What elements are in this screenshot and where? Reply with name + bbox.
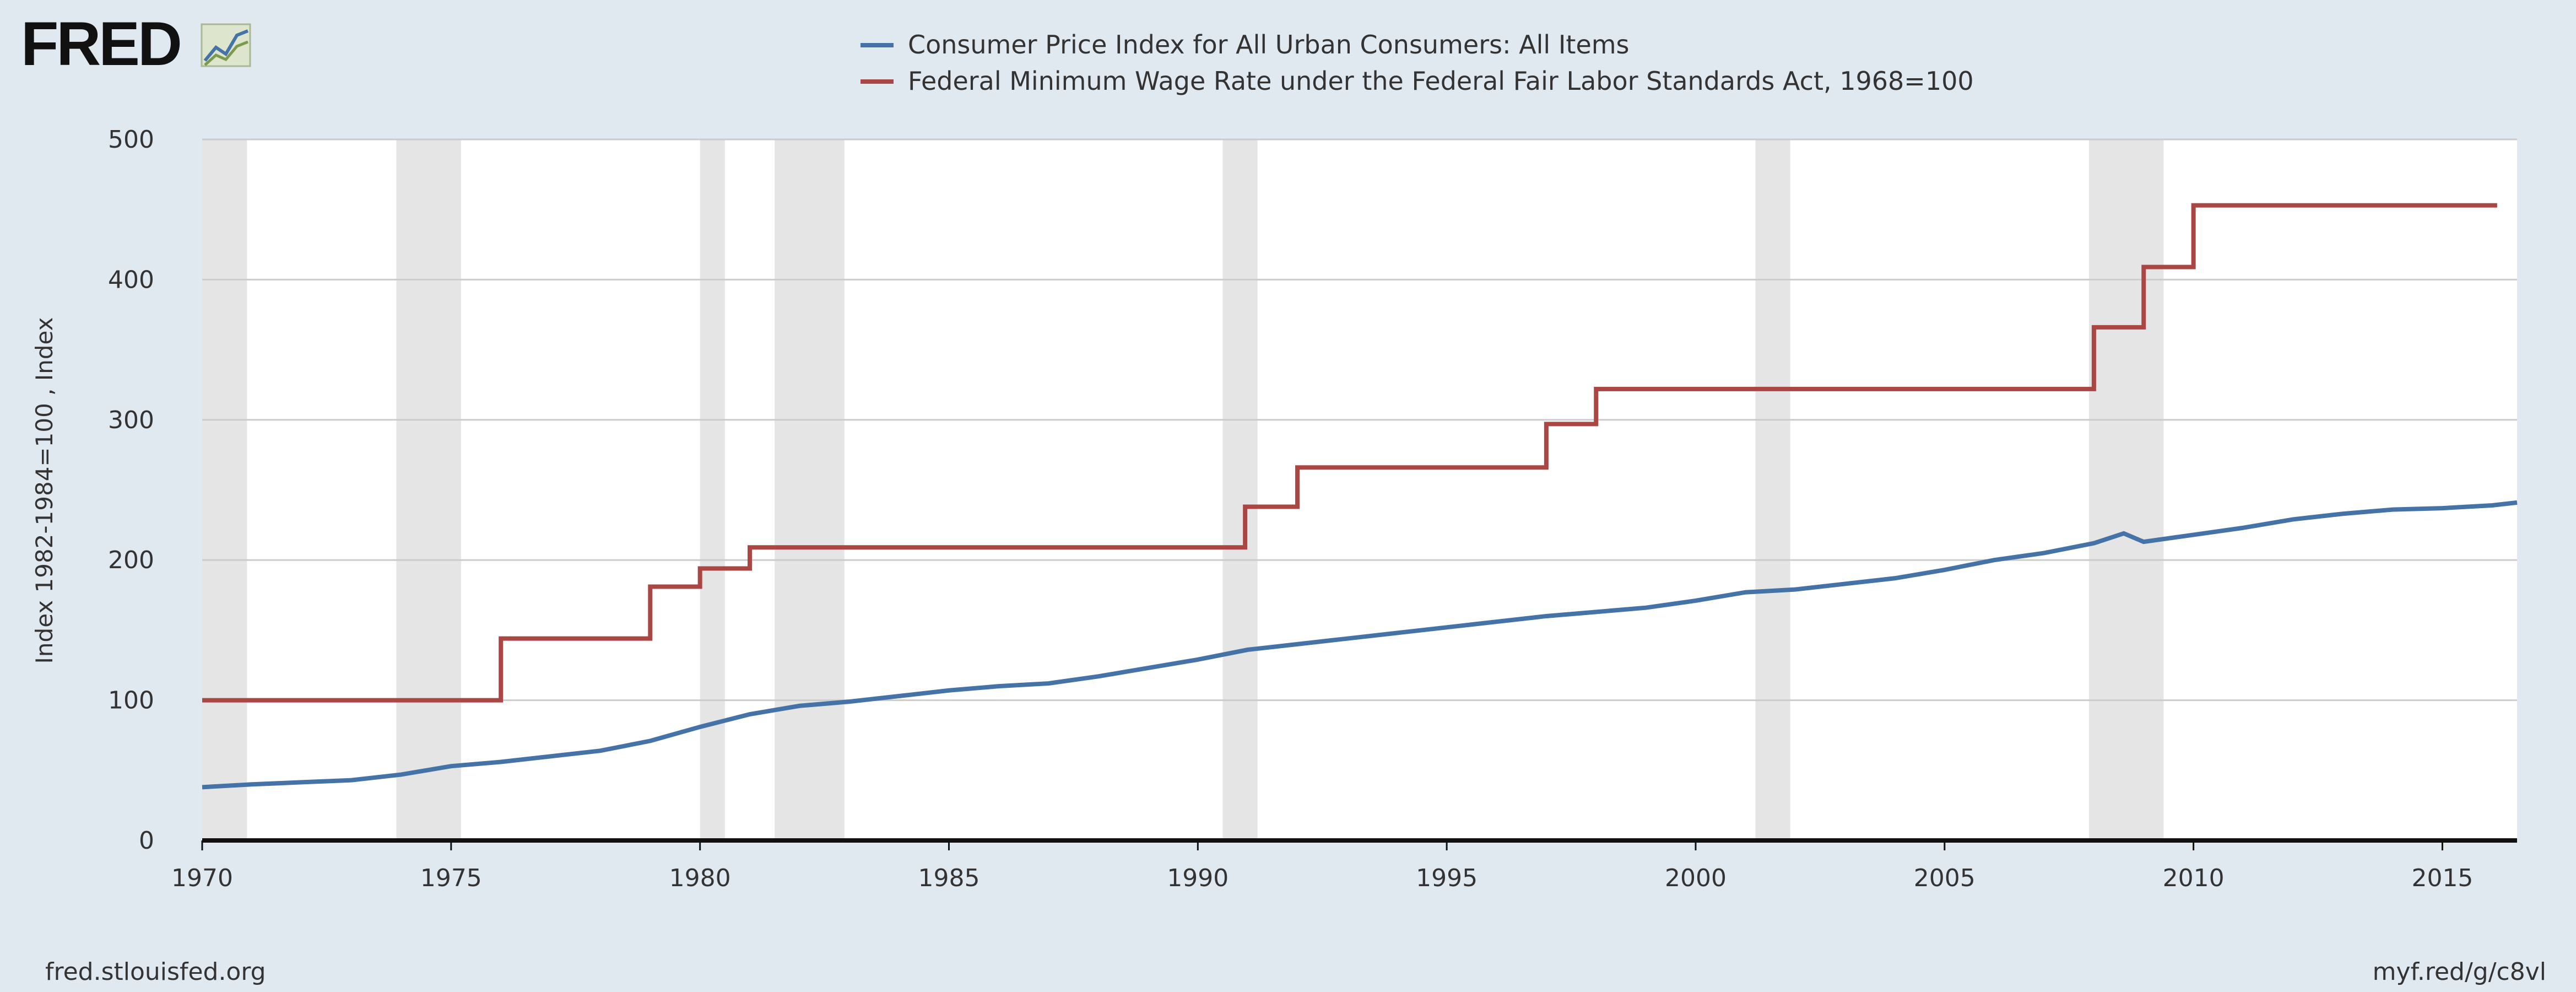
recession-band-3 [775, 139, 845, 840]
recession-band-5 [1755, 139, 1790, 840]
recession-band-6 [2088, 139, 2164, 840]
gridlines [202, 138, 2517, 702]
recession-shading [202, 139, 2164, 840]
x-tick-label-2000: 2000 [1665, 864, 1727, 892]
recession-band-2 [700, 139, 725, 840]
x-tick-label-2005: 2005 [1914, 864, 1976, 892]
x-tick-label-1995: 1995 [1416, 864, 1478, 892]
recession-band-4 [1222, 139, 1258, 840]
y-tick-label-0: 0 [139, 827, 154, 855]
x-tick-label-1990: 1990 [1167, 864, 1229, 892]
footer-source[interactable]: fred.stlouisfed.org [45, 958, 266, 986]
y-axis-ticks: 0 100 200 300 400 500 [108, 126, 154, 855]
legend: Consumer Price Index for All Urban Consu… [861, 30, 1974, 96]
recession-band-1 [396, 139, 461, 840]
line-chart-icon [201, 23, 251, 67]
fred-logo[interactable]: FRED [21, 9, 251, 78]
y-tick-label-200: 200 [108, 546, 154, 574]
legend-item-cpi[interactable]: Consumer Price Index for All Urban Consu… [861, 30, 1630, 60]
x-tick-label-1975: 1975 [420, 864, 482, 892]
x-tick-label-2010: 2010 [2163, 864, 2225, 892]
x-tick-label-1970: 1970 [171, 864, 233, 892]
y-tick-label-100: 100 [108, 687, 154, 715]
y-tick-label-400: 400 [108, 266, 154, 294]
x-axis-ticks: 1970 1975 1980 1985 1990 1995 2000 2005 2010 2015 [171, 840, 2473, 892]
y-axis-title: Index 1982-1984=100 , Index [31, 317, 58, 664]
x-tick-label-2015: 2015 [2411, 864, 2473, 892]
y-tick-label-300: 300 [108, 406, 154, 434]
series-line-cpi[interactable] [202, 500, 2518, 790]
series-line-min-wage[interactable] [202, 203, 2497, 703]
legend-item-min-wage[interactable]: Federal Minimum Wage Rate under the Fede… [861, 66, 1974, 96]
footer-short-link[interactable]: myf.red/g/c8vl [2373, 958, 2546, 986]
legend-label-min-wage: Federal Minimum Wage Rate under the Fede… [908, 66, 1974, 96]
y-tick-label-500: 500 [108, 126, 154, 154]
fred-logo-text: FRED [21, 9, 180, 78]
legend-label-cpi: Consumer Price Index for All Urban Consu… [908, 30, 1630, 60]
series-lines [202, 203, 2518, 790]
plot-area [202, 139, 2517, 840]
recession-band-0 [202, 139, 247, 840]
x-tick-label-1985: 1985 [918, 864, 979, 892]
x-tick-label-1980: 1980 [669, 864, 731, 892]
